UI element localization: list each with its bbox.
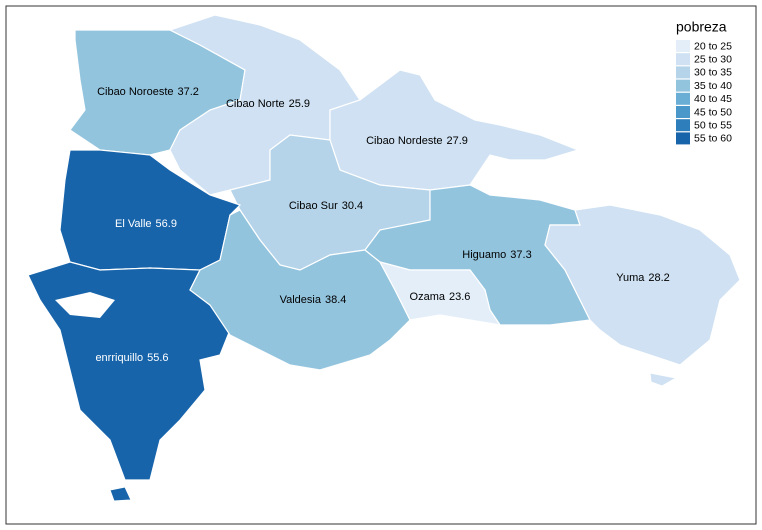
region-value: 27.9 [447, 135, 468, 147]
region-label: Cibao Norte 25.9 [226, 98, 310, 110]
region-name: Cibao Norte [226, 98, 285, 110]
island [649, 372, 678, 387]
region-label: Cibao Sur 30.4 [289, 200, 363, 212]
legend-swatch [676, 79, 690, 92]
legend-swatch [676, 119, 690, 132]
region [378, 261, 502, 326]
region-value: 38.4 [325, 294, 346, 306]
region-name: El Valle [115, 218, 151, 230]
region-value: 25.9 [289, 98, 310, 110]
legend-swatch [676, 40, 690, 52]
region-label: Yuma 28.2 [616, 272, 670, 284]
region [329, 69, 580, 191]
region [27, 261, 231, 481]
legend-label: 55 to 60 [694, 133, 732, 145]
region-label: Valdesia 38.4 [280, 294, 347, 306]
region-label: Higuamo 37.3 [462, 249, 531, 261]
legend-label: 50 to 55 [694, 119, 732, 131]
region-name: Cibao Nordeste [366, 135, 442, 147]
region-label: El Valle 56.9 [115, 218, 177, 230]
island [109, 486, 132, 502]
region-label: enrriquillo 55.6 [95, 352, 168, 364]
region-value: 56.9 [156, 218, 177, 230]
region-value: 37.3 [510, 249, 531, 261]
region-label: Cibao Noroeste 37.2 [97, 86, 199, 98]
region-name: Valdesia [280, 294, 322, 306]
legend-swatch [676, 66, 690, 79]
legend-label: 40 to 45 [694, 93, 732, 105]
region [544, 204, 741, 366]
region-name: Yuma [616, 272, 645, 284]
legend-label: 35 to 40 [694, 80, 732, 92]
legend-label: 30 to 35 [694, 67, 732, 79]
legend-title: pobreza [676, 19, 727, 35]
region-label: Ozama 23.6 [410, 291, 471, 303]
legend-label: 20 to 25 [694, 40, 732, 52]
legend-label: 25 to 30 [694, 53, 732, 65]
frame [5, 5, 757, 525]
region-name: enrriquillo [95, 352, 143, 364]
region-name: Cibao Noroeste [97, 86, 173, 98]
region-name: Higuamo [462, 249, 506, 261]
region-name: Cibao Sur [289, 200, 338, 212]
legend-swatch [676, 53, 690, 66]
legend-label: 45 to 50 [694, 106, 732, 118]
legend-swatch [676, 132, 690, 145]
legend-swatch [676, 106, 690, 118]
region-name: Ozama [410, 291, 446, 303]
region-value: 30.4 [342, 200, 363, 212]
region-value: 37.2 [178, 86, 199, 98]
region-value: 55.6 [147, 352, 168, 364]
lake [55, 292, 115, 318]
legend-swatch [676, 92, 690, 105]
region-label: Cibao Nordeste 27.9 [366, 135, 468, 147]
region-value: 28.2 [648, 272, 669, 284]
region-value: 23.6 [449, 291, 470, 303]
